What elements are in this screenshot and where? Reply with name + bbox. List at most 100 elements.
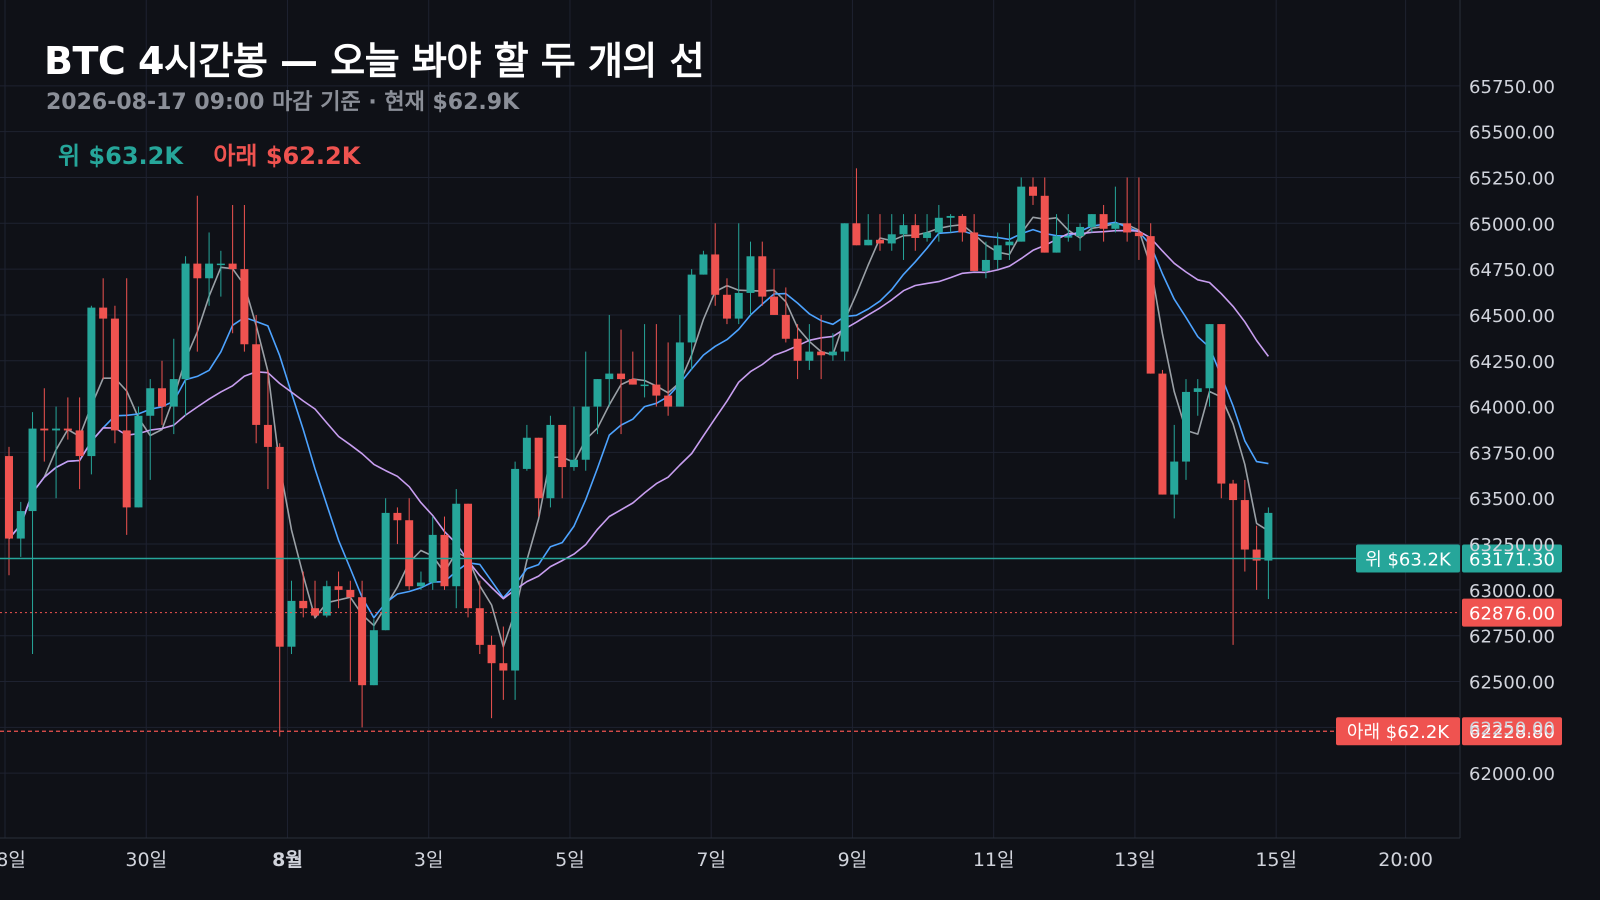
candle-body — [781, 314, 790, 339]
candle-body — [1099, 214, 1108, 229]
candle-body — [122, 430, 131, 508]
candle — [1017, 177, 1026, 242]
price-axis[interactable]: 62000.00 62250.00 62500.00 62750.00 63000.00… — [1469, 77, 1555, 785]
level-legend: 위 $63.2K 아래 $62.2K — [58, 136, 382, 171]
candle-body — [346, 589, 355, 598]
price-tick-label: 63250.00 — [1469, 535, 1555, 556]
candle-body — [1193, 388, 1202, 392]
candle — [393, 507, 402, 545]
candle — [369, 619, 378, 686]
candle — [169, 338, 178, 435]
candle-body — [381, 512, 390, 631]
candle-body — [958, 215, 967, 233]
candle — [263, 369, 272, 490]
price-tick-label: 65500.00 — [1469, 123, 1555, 144]
candle — [1087, 214, 1096, 233]
candle-body — [358, 597, 367, 686]
candle — [946, 214, 955, 233]
candle — [499, 626, 508, 700]
candle — [346, 580, 355, 682]
price-tick-label: 62000.00 — [1469, 764, 1555, 785]
candle-body — [617, 373, 626, 380]
candle-body — [369, 630, 378, 686]
candle-body — [169, 379, 178, 407]
candle — [546, 415, 555, 508]
candle-body — [605, 373, 614, 380]
candle — [216, 250, 225, 297]
candle — [181, 256, 190, 416]
candle — [617, 329, 626, 435]
candle — [487, 635, 496, 719]
candle — [158, 360, 167, 425]
candle-body — [534, 437, 543, 499]
upper-level-tag-bg — [1356, 544, 1460, 573]
time-tick-label: 3일 — [414, 849, 444, 871]
candle — [1193, 379, 1202, 416]
candle-body — [464, 503, 473, 609]
candle-body — [240, 269, 249, 345]
candle-body — [1040, 195, 1049, 253]
time-axis[interactable]: 28일 30일 8월 3일 5일 7일 9일 11일 13일 15일 20:00 — [0, 849, 1433, 871]
candle-body — [40, 428, 49, 431]
candle-body — [216, 263, 225, 266]
lower-level-price-tag: 62228.80 — [1462, 717, 1562, 746]
candle — [75, 397, 84, 490]
candle-body — [405, 520, 414, 587]
candle — [275, 443, 284, 737]
price-tick-label: 64500.00 — [1469, 306, 1555, 327]
candle — [146, 379, 155, 480]
candle — [1240, 479, 1249, 572]
candle-body — [393, 512, 402, 521]
candle — [828, 333, 837, 361]
candle-body — [440, 534, 449, 587]
candle-body — [640, 384, 649, 387]
candle-body — [1158, 373, 1167, 495]
time-tick-label: 28일 — [0, 849, 26, 871]
candle-body — [1087, 214, 1096, 227]
candle — [287, 580, 296, 655]
candle — [334, 571, 343, 609]
candle — [193, 195, 202, 352]
candle-body — [734, 292, 743, 319]
candle-body — [99, 307, 108, 319]
candle — [864, 214, 873, 246]
time-tick-label: 8월 — [272, 849, 303, 871]
candle — [1146, 223, 1155, 374]
candle-body — [652, 384, 661, 396]
candle — [240, 204, 249, 352]
candle-body — [110, 318, 119, 431]
time-tick-label: 15일 — [1255, 849, 1297, 871]
lower-level-price-tag-text: 62228.80 — [1469, 722, 1555, 743]
candle-body — [934, 217, 943, 233]
candle — [569, 406, 578, 471]
price-tick-label: 64250.00 — [1469, 352, 1555, 373]
candle — [358, 580, 367, 728]
candle — [228, 204, 237, 334]
candle-body — [1076, 226, 1085, 237]
candle-body — [1111, 223, 1120, 229]
ma-mid-line — [8, 221, 1269, 619]
candle — [475, 580, 484, 655]
candle-body — [1134, 232, 1143, 237]
candle — [852, 168, 861, 246]
candle-body — [923, 232, 932, 238]
candle — [558, 424, 567, 499]
candle-body — [628, 379, 637, 385]
candle-body — [205, 263, 214, 279]
price-levels: 위 $63.2K 63171.30 아래 $62.2K 62228.80 62876.0… — [0, 544, 1562, 746]
candle-body — [275, 446, 284, 647]
time-tick-label: 20:00 — [1378, 849, 1433, 871]
candle — [16, 501, 25, 557]
candle-body — [252, 344, 261, 425]
candle-body — [1264, 512, 1273, 561]
candle-body — [28, 428, 37, 512]
time-tick-label: 13일 — [1114, 849, 1156, 871]
candle-body — [746, 256, 755, 293]
lower-level-tag: 아래 $62.2K — [1336, 717, 1460, 746]
price-tick-label: 62250.00 — [1469, 718, 1555, 739]
candle-body — [675, 342, 684, 407]
price-tick-label: 65000.00 — [1469, 214, 1555, 235]
last-price-tag-bg — [1462, 598, 1562, 627]
candle-body — [511, 468, 520, 671]
